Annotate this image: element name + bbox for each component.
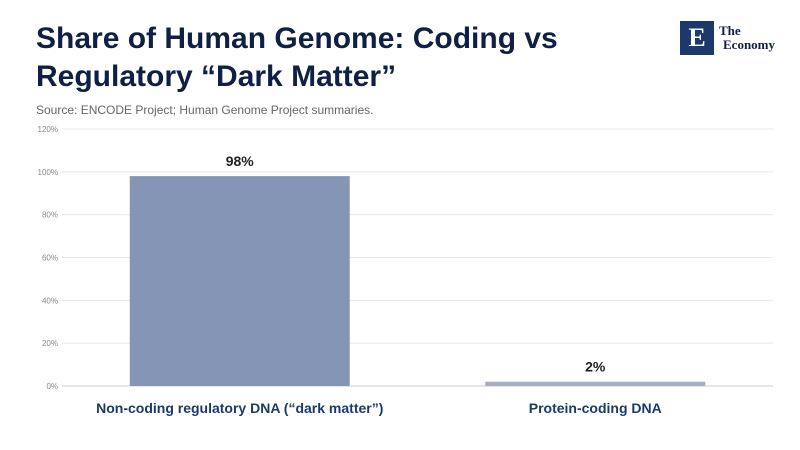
y-tick-label: 80% — [42, 211, 58, 220]
data-label: 2% — [585, 359, 606, 375]
x-category-label: Protein-coding DNA — [529, 400, 662, 416]
source-note: Source: ENCODE Project; Human Genome Pro… — [36, 103, 374, 117]
y-tick-label: 100% — [38, 168, 58, 177]
bar — [129, 176, 350, 386]
logo-line-2: Economy — [723, 37, 775, 52]
chart-title: Share of Human Genome: Coding vs Regulat… — [36, 20, 636, 96]
title-line-1: Share of Human Genome: Coding vs — [36, 22, 558, 55]
title-line-2: Regulatory “Dark Matter” — [36, 60, 397, 93]
logo-wordmark: The Economy — [719, 24, 775, 52]
y-tick-label: 20% — [42, 339, 58, 348]
y-tick-label: 60% — [42, 254, 58, 263]
logo: E The Economy — [680, 21, 775, 55]
bar — [485, 381, 706, 386]
y-tick-label: 40% — [42, 296, 58, 305]
logo-mark-icon: E — [680, 21, 714, 55]
data-label: 98% — [226, 153, 255, 169]
x-category-label: Non-coding regulatory DNA (“dark matter”… — [96, 400, 383, 416]
logo-line-1: The — [719, 23, 741, 38]
y-tick-label: 0% — [46, 382, 58, 391]
y-tick-label: 120% — [38, 125, 58, 134]
